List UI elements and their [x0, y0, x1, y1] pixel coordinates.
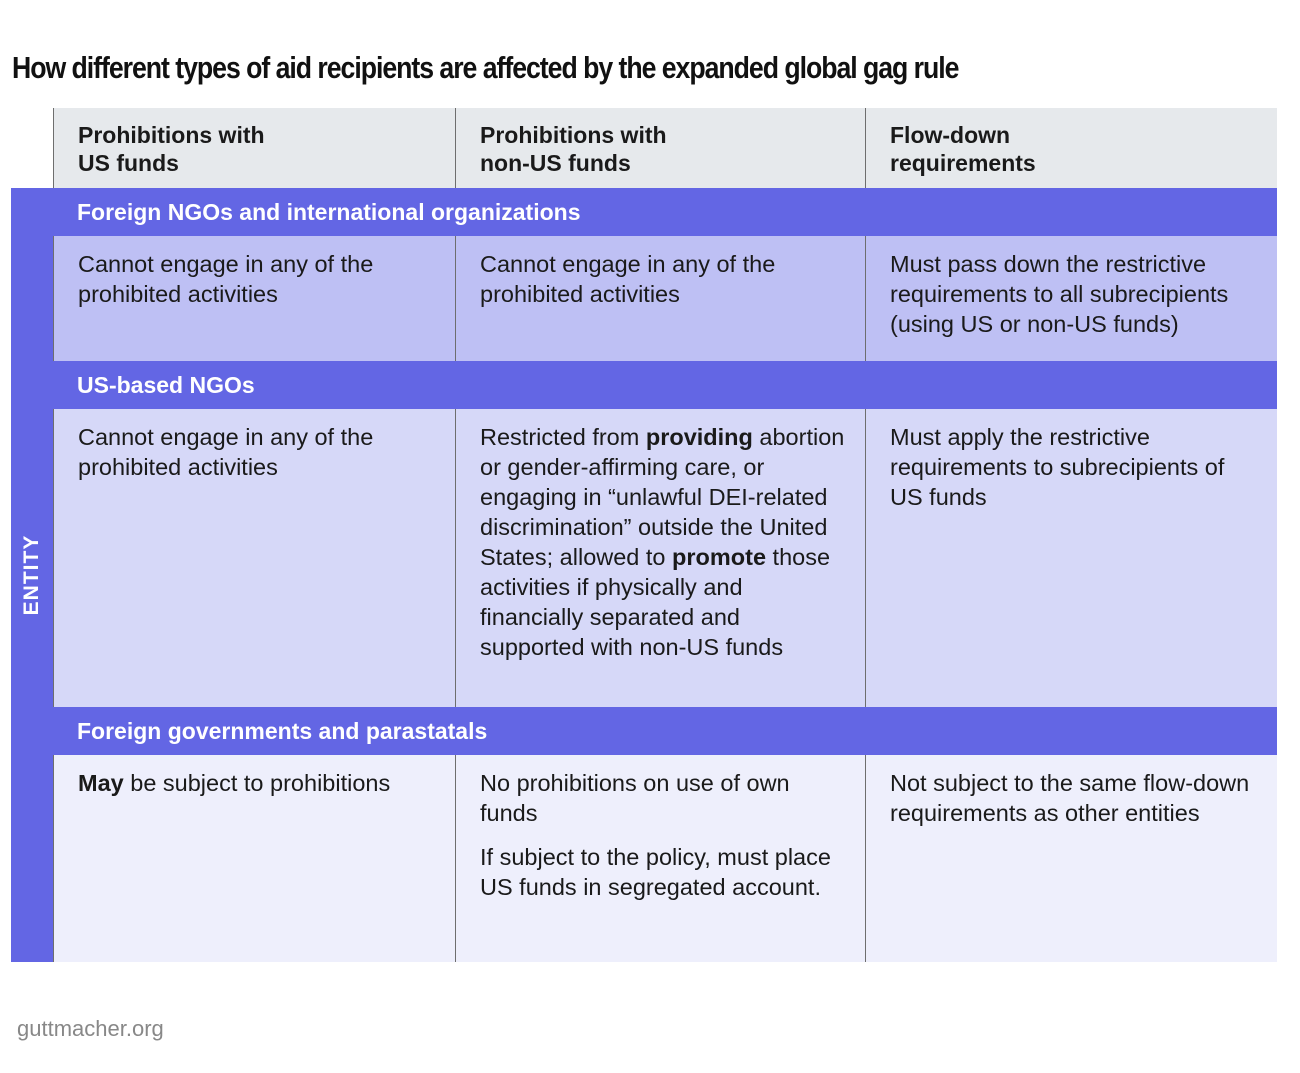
column-header-us-funds: Prohibitions with US funds — [53, 108, 455, 188]
table-cell: Not subject to the same flow-down requir… — [865, 755, 1277, 962]
table-cell: Cannot engage in any of the prohibited a… — [455, 236, 865, 361]
table-row-us-ngos: Cannot engage in any of the prohibited a… — [53, 409, 1277, 707]
table-cell: Cannot engage in any of the prohibited a… — [53, 409, 455, 707]
table-cell: Must pass down the restrictive requireme… — [865, 236, 1277, 361]
table-row-foreign-ngos: Cannot engage in any of the prohibited a… — [53, 236, 1277, 361]
table-cell: Must apply the restrictive requirements … — [865, 409, 1277, 707]
section-header-us-ngos: US-based NGOs — [53, 361, 1277, 409]
source-footer: guttmacher.org — [17, 1016, 164, 1041]
table-cell: May be subject to prohibitions — [53, 755, 455, 962]
entity-axis-label: ENTITY — [11, 188, 53, 962]
column-header-flow-down: Flow-down requirements — [865, 108, 1277, 188]
entity-label: ENTITY — [20, 534, 43, 616]
table-row-foreign-governments: May be subject to prohibitions No prohib… — [53, 755, 1277, 962]
column-header-row: Prohibitions with US funds Prohibitions … — [53, 108, 1277, 188]
column-header-non-us-funds: Prohibitions with non-US funds — [455, 108, 865, 188]
chart-title: How different types of aid recipients ar… — [12, 50, 959, 85]
table-cell: Cannot engage in any of the prohibited a… — [53, 236, 455, 361]
section-header-foreign-ngos: Foreign NGOs and international organizat… — [53, 188, 1277, 236]
table-cell: No prohibitions on use of own funds If su… — [455, 755, 865, 962]
section-header-foreign-governments: Foreign governments and parastatals — [53, 707, 1277, 755]
table-cell: Restricted from providing abortion or ge… — [455, 409, 865, 707]
